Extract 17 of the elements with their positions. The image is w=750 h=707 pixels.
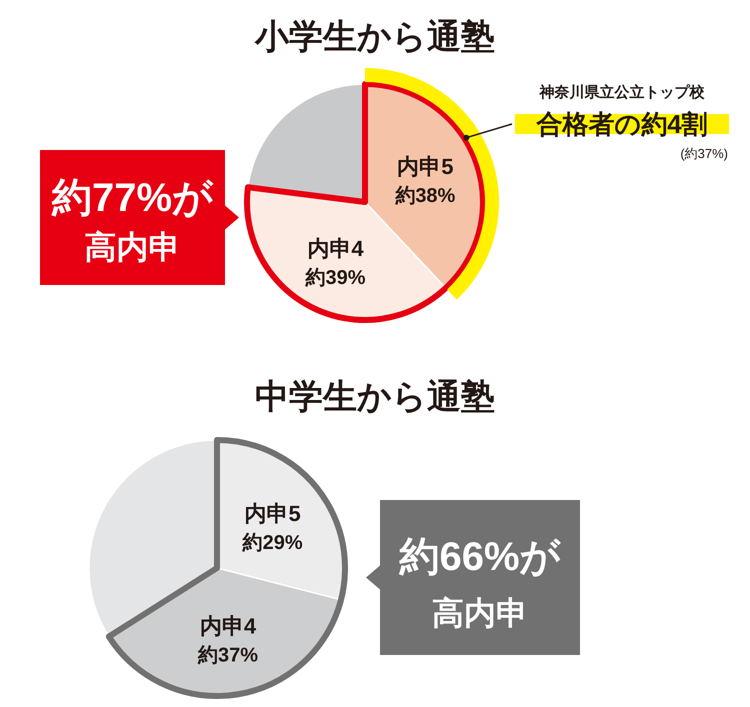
- data-label: 約29%: [242, 532, 303, 554]
- slice-label: 内申4: [200, 614, 257, 639]
- data-label: 約37%: [196, 644, 258, 667]
- chart-title: 小学生から通塾: [254, 18, 495, 56]
- text: 高内申: [84, 229, 180, 265]
- text: (約37%): [680, 146, 728, 161]
- text: 約77%が: [50, 176, 214, 220]
- slice-label: 内申4: [307, 236, 364, 261]
- text: 約66%が: [398, 534, 562, 579]
- slice-label: 内申5: [397, 154, 454, 180]
- chart-title: 中学生から通塾: [255, 378, 495, 416]
- text: 神奈川県立公立トップ校: [538, 83, 706, 101]
- text: 高内申: [432, 595, 528, 631]
- slice-label: 内申5: [244, 500, 301, 526]
- text: 合格者の約4割: [535, 109, 708, 139]
- data-label: 約38%: [394, 185, 456, 208]
- data-label: 約39%: [304, 266, 366, 289]
